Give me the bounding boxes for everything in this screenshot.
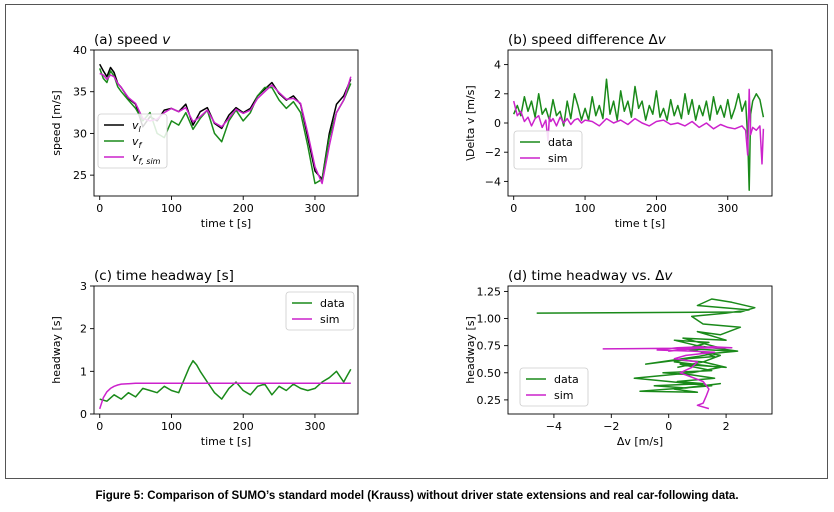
x-tick-label: −4 bbox=[546, 420, 562, 433]
axes-frame-b bbox=[507, 49, 773, 197]
chart-c: 0 100 200 300 0 1 2 3 (c) time headway [s] time t… bbox=[50, 268, 359, 448]
series-line-a-2 bbox=[99, 72, 352, 185]
legend-label: data bbox=[548, 136, 573, 149]
legend-label: sim bbox=[548, 152, 568, 165]
x-tick-label: 0 bbox=[96, 420, 103, 433]
y-tick-label: 0.50 bbox=[477, 367, 502, 380]
chart-b: 0 100 200 300 −4 −2 0 2 4 (b) speed difference Δv… bbox=[464, 32, 773, 230]
x-tick-label: 300 bbox=[304, 202, 325, 215]
y-tick-label: 1 bbox=[80, 365, 87, 378]
axes-frame-a bbox=[93, 49, 359, 197]
axes-frame-c bbox=[93, 285, 359, 415]
legend-label: data bbox=[554, 373, 579, 386]
x-axis-label-b: time t [s] bbox=[615, 217, 665, 230]
y-axis-label-b: \Delta v [m/s] bbox=[464, 85, 477, 160]
y-axis-label-d: headway [s] bbox=[464, 316, 477, 384]
chart-d: −4 −2 0 2 0.25 0.50 0.75 1.00 1.25 (d) time headw… bbox=[464, 268, 773, 448]
y-tick-label: 30 bbox=[73, 127, 87, 140]
y-axis-label-c: headway [s] bbox=[50, 316, 63, 384]
y-tick-label: 1.25 bbox=[477, 285, 502, 298]
series-line-b-1 bbox=[512, 88, 765, 165]
y-tick-label: 0 bbox=[80, 408, 87, 421]
y-tick-label: 0.25 bbox=[477, 394, 502, 407]
y-tick-label: 1.00 bbox=[477, 313, 502, 326]
legend-box-a bbox=[97, 113, 168, 169]
x-tick-label: 2 bbox=[723, 420, 730, 433]
y-axis-label-a: speed [m/s] bbox=[50, 90, 63, 155]
y-tick-label: 4 bbox=[494, 59, 501, 72]
x-tick-label: 100 bbox=[575, 202, 596, 215]
y-tick-label: 0 bbox=[494, 117, 501, 130]
y-tick-label: −2 bbox=[485, 146, 501, 159]
legend-label: vf, sim bbox=[132, 151, 161, 166]
x-tick-label: 300 bbox=[304, 420, 325, 433]
legend-box-c bbox=[285, 291, 355, 331]
y-tick-label: 35 bbox=[73, 86, 87, 99]
x-tick-label: 100 bbox=[161, 202, 182, 215]
series-line-c-0 bbox=[99, 359, 352, 402]
figure-frame bbox=[5, 4, 828, 479]
series-line-c-1 bbox=[98, 382, 351, 410]
x-tick-label: 0 bbox=[665, 420, 672, 433]
x-tick-label: 200 bbox=[233, 420, 254, 433]
y-tick-label: 25 bbox=[73, 169, 87, 182]
x-tick-label: 200 bbox=[646, 202, 667, 215]
y-tick-label: 40 bbox=[73, 44, 87, 57]
x-axis-label-a: time t [s] bbox=[201, 217, 251, 230]
axes-frame-d bbox=[507, 285, 773, 415]
legend-label: data bbox=[320, 297, 345, 310]
chart-a: 0 100 200 300 25 30 35 40 (a) speed v time t [s] s… bbox=[50, 32, 359, 230]
y-tick-label: 2 bbox=[80, 323, 87, 336]
x-tick-label: 0 bbox=[96, 202, 103, 215]
legend-box-b bbox=[513, 130, 583, 170]
legend-box-d bbox=[519, 367, 589, 407]
x-tick-label: 0 bbox=[510, 202, 517, 215]
x-tick-label: 200 bbox=[233, 202, 254, 215]
x-tick-label: −2 bbox=[603, 420, 619, 433]
legend-label: vl bbox=[132, 119, 142, 134]
y-tick-label: 3 bbox=[80, 280, 87, 293]
figure-caption: Figure 5: Comparison of SUMO’s standard … bbox=[95, 490, 739, 502]
legend-label: vf bbox=[132, 135, 143, 150]
x-tick-label: 100 bbox=[161, 420, 182, 433]
y-tick-label: −4 bbox=[485, 175, 501, 188]
y-tick-label: 0.75 bbox=[477, 340, 502, 353]
x-axis-label-d: Δv [m/s] bbox=[617, 435, 663, 448]
series-line-d-1 bbox=[602, 345, 733, 410]
series-line-b-0 bbox=[513, 78, 765, 191]
y-tick-label: 2 bbox=[494, 88, 501, 101]
chart-title-c: (c) time headway [s] bbox=[94, 268, 234, 284]
chart-title-a: (a) speed v bbox=[94, 32, 171, 48]
x-axis-label-c: time t [s] bbox=[201, 435, 251, 448]
legend-label: sim bbox=[554, 389, 574, 402]
legend-label: sim bbox=[320, 313, 340, 326]
chart-title-b: (b) speed difference Δv bbox=[508, 32, 667, 48]
chart-title-d: (d) time headway vs. Δv bbox=[508, 268, 673, 284]
series-line-a-1 bbox=[98, 68, 352, 185]
series-line-d-0 bbox=[536, 298, 756, 394]
x-tick-label: 300 bbox=[717, 202, 738, 215]
